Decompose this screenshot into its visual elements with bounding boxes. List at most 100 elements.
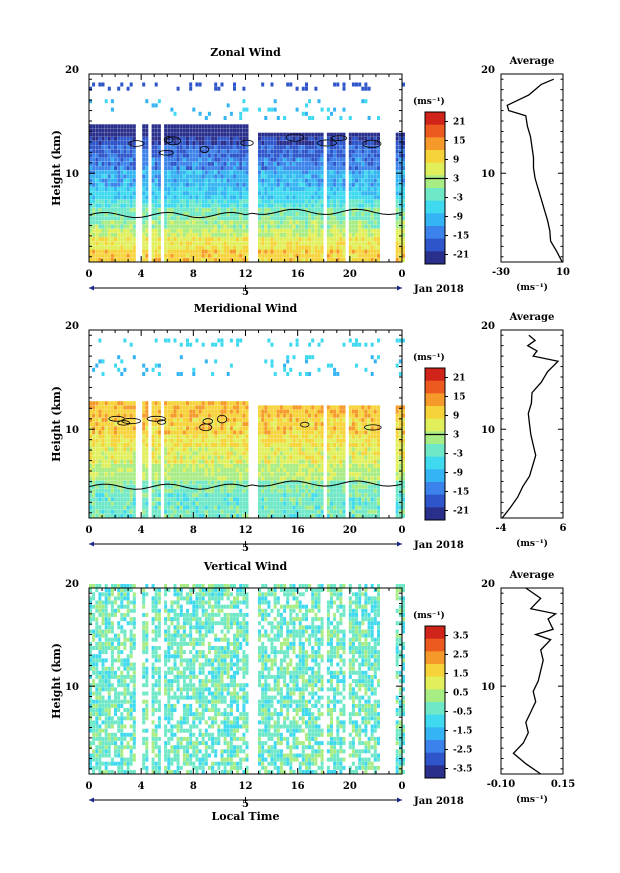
x-tick-label: 12	[239, 525, 253, 536]
colorbar-segment	[425, 200, 445, 214]
contour-line	[88, 208, 403, 219]
colorbar-segment	[425, 469, 445, 483]
date-label: 5	[242, 287, 249, 298]
x-tick-label: 20	[343, 525, 357, 536]
contour-cell	[363, 424, 382, 431]
x-tick-label: 8	[190, 781, 197, 792]
colorbar-tick-label: 3	[453, 431, 459, 441]
contour-cell	[316, 139, 337, 147]
profile-y-tick: 10	[481, 425, 495, 436]
contour-cell	[300, 421, 310, 428]
heatmap-field	[89, 584, 405, 774]
colorbar-segment	[425, 740, 445, 754]
colorbar-segment	[425, 431, 445, 445]
y-axis-label: Height (km)	[50, 643, 63, 719]
colorbar-tick-label: 2.5	[453, 651, 469, 661]
colorbar-tick-label: 9	[453, 156, 459, 166]
colorbar-tick-label: 3.5	[453, 632, 469, 642]
colorbar-tick-label: -2.5	[453, 746, 472, 756]
heatmap-field	[89, 338, 405, 518]
contour-cell	[217, 414, 228, 424]
y-axis-label: Height (km)	[50, 386, 63, 462]
colorbar-segment	[425, 188, 445, 202]
colorbar-segment	[425, 137, 445, 151]
date-axis-arrow-right	[397, 797, 402, 803]
x-tick-label: 12	[239, 269, 253, 280]
contour-cell	[330, 135, 348, 141]
colorbar-segment	[425, 393, 445, 407]
contour-cell	[128, 140, 145, 147]
colorbar-unit: (ms⁻¹)	[413, 352, 445, 363]
profile-unit: (ms⁻¹)	[516, 538, 548, 549]
contour-cell	[285, 133, 305, 142]
date-axis-arrow-left	[89, 797, 94, 803]
colorbar-tick-label: -3.5	[453, 765, 472, 775]
colorbar-segment	[425, 418, 445, 432]
x-tick-label: 20	[343, 269, 357, 280]
panel-title: Zonal Wind	[210, 46, 281, 59]
colorbar-segment	[425, 664, 445, 678]
profile-unit: (ms⁻¹)	[516, 794, 548, 805]
colorbar-segment	[425, 689, 445, 703]
colorbar-tick-label: 9	[453, 412, 459, 422]
contour-cell	[146, 415, 166, 422]
profile-frame	[500, 329, 564, 519]
colorbar-tick-label: 15	[453, 137, 466, 147]
x-tick-label: 16	[291, 269, 305, 280]
colorbar-segment	[425, 251, 445, 265]
date-label: 5	[242, 543, 249, 554]
profile-line	[512, 587, 558, 775]
profile-frame	[500, 73, 564, 263]
contour-cell	[202, 418, 214, 425]
colorbar-unit: (ms⁻¹)	[413, 610, 445, 621]
contour-cell	[108, 415, 125, 422]
profile-y-tick: 20	[481, 65, 495, 76]
x-tick-label: 0	[86, 525, 93, 536]
contour-cell	[362, 139, 382, 148]
colorbar-tick-label: -21	[453, 251, 469, 261]
colorbar-tick-label: -0.5	[453, 708, 472, 718]
colorbar-unit: (ms⁻¹)	[413, 96, 445, 107]
y-tick-label: 10	[65, 169, 79, 180]
colorbar-segment	[425, 507, 445, 521]
colorbar-tick-label: -15	[453, 232, 469, 242]
heatmap-field	[89, 82, 405, 262]
x-tick-label: 4	[138, 269, 145, 280]
colorbar-segment	[425, 226, 445, 240]
colorbar-tick-label: 0.5	[453, 689, 469, 699]
x-tick-label: 4	[138, 525, 145, 536]
colorbar-tick-label: 21	[453, 374, 466, 384]
contour-cell	[163, 136, 174, 144]
colorbar-tick-label: 21	[453, 118, 466, 128]
x-tick-label: 0	[399, 525, 406, 536]
profile-line	[506, 78, 563, 263]
profile-frame	[500, 587, 564, 775]
date-suffix: Jan 2018	[413, 796, 464, 807]
profile-x-tick: -0.10	[487, 779, 516, 790]
y-tick-label: 10	[65, 425, 79, 436]
profile-y-tick: 10	[481, 682, 495, 693]
colorbar-segment	[425, 626, 445, 640]
profile-title: Average	[509, 56, 555, 67]
date-axis-arrow-right	[397, 541, 402, 547]
colorbar-segment	[425, 124, 445, 138]
x-tick-label: 12	[239, 781, 253, 792]
contour-cell	[199, 145, 210, 153]
colorbar-segment	[425, 406, 445, 420]
colorbar-segment	[425, 638, 445, 652]
y-axis-label: Height (km)	[50, 130, 63, 206]
colorbar-segment	[425, 651, 445, 665]
colorbar-frame	[424, 111, 446, 265]
panel-title: Vertical Wind	[203, 560, 288, 573]
profile-y-tick: 10	[481, 169, 495, 180]
profile-x-tick: 10	[556, 267, 570, 278]
x-tick-label: 0	[86, 781, 93, 792]
colorbar-segment	[425, 162, 445, 176]
colorbar-tick-label: -15	[453, 488, 469, 498]
x-tick-label: 0	[399, 781, 406, 792]
x-tick-label: 16	[291, 525, 305, 536]
x-tick-label: 8	[190, 525, 197, 536]
colorbar-segment	[425, 368, 445, 382]
colorbar-tick-label: 3	[453, 175, 459, 185]
